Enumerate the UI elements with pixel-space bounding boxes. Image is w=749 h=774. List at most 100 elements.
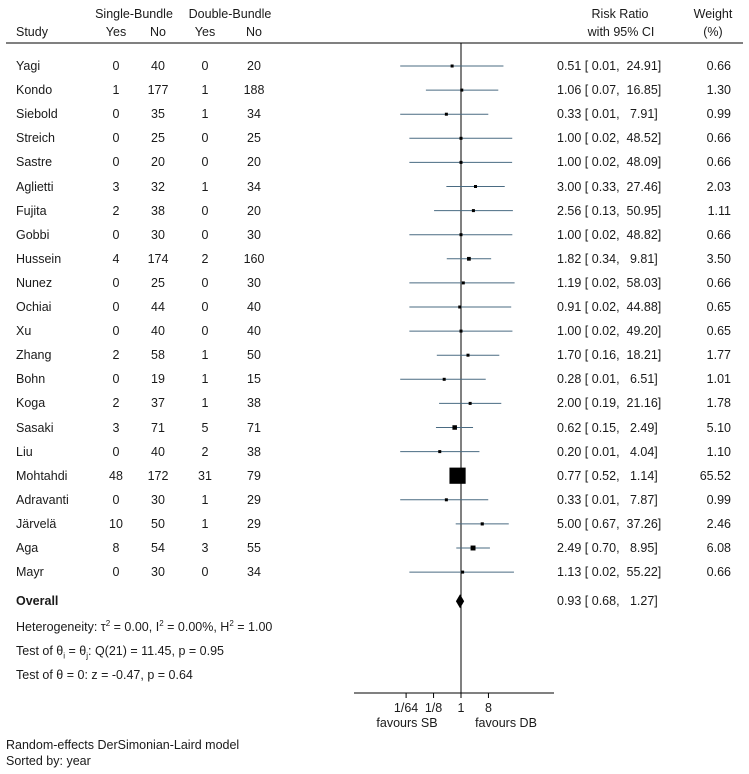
header-weight-unit: (%): [703, 25, 723, 39]
study-name: Adravanti: [16, 492, 69, 507]
sb-no-count: 40: [151, 444, 165, 459]
study-weight: 1.77: [706, 348, 731, 363]
risk-ratio-ci: 3.00 [ 0.33, 27.46]: [557, 179, 662, 194]
risk-ratio-ci: 0.33 [ 0.01, 7.91]: [557, 107, 658, 122]
risk-ratio-ci: 1.00 [ 0.02, 49.20]: [557, 324, 662, 339]
sb-yes-count: 3: [112, 179, 120, 194]
header-double-bundle: Double-Bundle: [188, 7, 272, 21]
sb-no-count: 174: [147, 251, 169, 266]
db-yes-count: 1: [201, 348, 209, 363]
study-name: Xu: [16, 324, 32, 339]
header-db-no: No: [246, 25, 262, 39]
db-yes-count: 0: [201, 275, 209, 290]
sb-yes-count: 0: [112, 275, 120, 290]
study-name: Fujita: [16, 203, 47, 218]
study-name: Bohn: [16, 372, 46, 387]
sb-no-count: 20: [151, 155, 165, 170]
sb-yes-count: 0: [112, 59, 120, 73]
sb-yes-count: 0: [112, 107, 120, 122]
study-marker: [468, 401, 472, 405]
study-name: Hussein: [16, 251, 62, 266]
favours-db-label: favours DB: [475, 716, 537, 730]
sb-no-count: 30: [151, 565, 165, 580]
study-weight: 0.65: [706, 300, 731, 314]
sb-no-count: 71: [151, 420, 165, 435]
db-no-count: 29: [247, 516, 261, 531]
db-no-count: 34: [247, 565, 261, 580]
study-name: Aga: [16, 541, 39, 555]
risk-ratio-ci: 0.51 [ 0.01, 24.91]: [557, 59, 662, 73]
sb-yes-count: 0: [112, 324, 120, 339]
x-tick-label: 1/8: [424, 701, 443, 715]
study-name: Siebold: [16, 107, 58, 122]
db-yes-count: 1: [201, 396, 209, 411]
risk-ratio-ci: 1.00 [ 0.02, 48.09]: [557, 155, 662, 170]
db-no-count: 38: [247, 444, 261, 459]
study-name: Kondo: [16, 83, 53, 98]
sb-yes-count: 2: [112, 348, 120, 363]
db-yes-count: 2: [201, 444, 209, 459]
db-no-count: 34: [247, 107, 261, 122]
db-no-count: 71: [247, 420, 261, 435]
sb-no-count: 37: [151, 396, 165, 411]
db-no-count: 20: [247, 155, 261, 170]
db-no-count: 188: [243, 83, 265, 98]
footnote-model: Random-effects DerSimonian-Laird model: [6, 738, 240, 752]
header-weight: Weight: [693, 7, 733, 21]
sb-no-count: 54: [151, 541, 165, 555]
db-no-count: 30: [247, 227, 261, 242]
sb-no-count: 58: [151, 348, 165, 363]
db-yes-count: 1: [201, 179, 209, 194]
study-weight: 0.99: [706, 107, 731, 122]
study-marker: [444, 112, 448, 116]
db-yes-count: 5: [201, 420, 209, 435]
study-marker: [442, 377, 446, 381]
study-weight: 1.78: [706, 396, 731, 411]
study-marker: [461, 281, 465, 285]
header-study: Study: [16, 25, 48, 39]
sb-yes-count: 0: [112, 565, 120, 580]
sb-no-count: 25: [151, 131, 165, 146]
study-marker: [459, 233, 463, 237]
sb-yes-count: 10: [109, 516, 123, 531]
sb-no-count: 35: [151, 107, 165, 122]
db-yes-count: 3: [201, 541, 209, 555]
study-weight: 1.10: [706, 444, 731, 459]
study-weight: 1.11: [707, 203, 731, 218]
risk-ratio-ci: 0.20 [ 0.01, 4.04]: [557, 444, 658, 459]
study-weight: 0.65: [706, 324, 731, 339]
sb-yes-count: 0: [112, 444, 120, 459]
study-weight: 5.10: [706, 420, 731, 435]
study-name: Järvelä: [16, 516, 57, 531]
db-yes-count: 1: [201, 107, 209, 122]
sb-yes-count: 8: [112, 541, 120, 555]
db-yes-count: 0: [201, 324, 209, 339]
study-marker: [459, 160, 463, 164]
study-marker: [459, 329, 463, 333]
study-marker: [470, 545, 476, 551]
x-tick-label: 8: [484, 701, 492, 715]
study-weight: 0.99: [706, 492, 731, 507]
study-name: Mohtahdi: [16, 468, 68, 483]
sb-yes-count: 1: [112, 83, 120, 98]
study-name: Liu: [16, 444, 33, 459]
sb-yes-count: 0: [112, 227, 120, 242]
sb-no-count: 19: [151, 372, 165, 387]
study-marker: [474, 185, 478, 188]
db-no-count: 20: [247, 203, 261, 218]
sb-yes-count: 3: [112, 420, 120, 435]
study-marker: [438, 450, 442, 454]
sb-no-count: 30: [151, 492, 165, 507]
sb-no-count: 50: [151, 516, 165, 531]
sb-yes-count: 0: [112, 492, 120, 507]
sb-yes-count: 48: [109, 468, 123, 483]
study-weight: 0.66: [706, 227, 731, 242]
study-marker: [461, 570, 465, 574]
overall-diamond: [455, 594, 465, 609]
sb-yes-count: 4: [112, 251, 120, 266]
x-tick-label: 1: [457, 701, 465, 715]
sb-no-count: 25: [151, 275, 165, 290]
sb-no-count: 172: [147, 468, 169, 483]
study-weight: 0.66: [706, 59, 731, 73]
study-weight: 2.46: [706, 516, 731, 531]
